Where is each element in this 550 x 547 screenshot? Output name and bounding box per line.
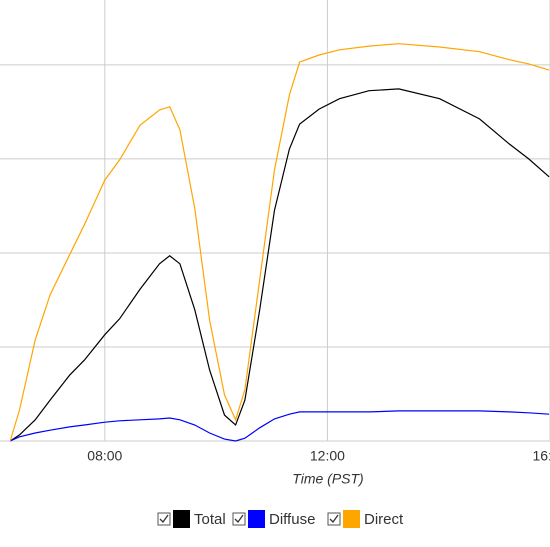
legend-checkbox[interactable]	[157, 512, 171, 526]
legend-label: Direct	[364, 511, 404, 528]
legend-label: Diffuse	[269, 511, 315, 528]
legend-check	[329, 514, 339, 524]
legend-checkbox[interactable]	[327, 512, 341, 526]
legend-label: Total	[194, 511, 226, 528]
legend-check	[159, 514, 169, 524]
legend-swatch	[343, 510, 360, 528]
x-axis-label: Time (PST)	[292, 471, 363, 487]
legend-check	[234, 514, 244, 524]
legend-checkbox[interactable]	[232, 512, 246, 526]
legend-swatch	[248, 510, 265, 528]
x-tick-label: 08:00	[87, 448, 122, 464]
series-line	[9, 43, 550, 442]
series-line	[9, 88, 550, 442]
legend-swatch	[173, 510, 190, 528]
series-line	[9, 410, 550, 442]
x-tick-label: 12:00	[310, 448, 345, 464]
x-tick-label: 16:00	[532, 448, 550, 464]
